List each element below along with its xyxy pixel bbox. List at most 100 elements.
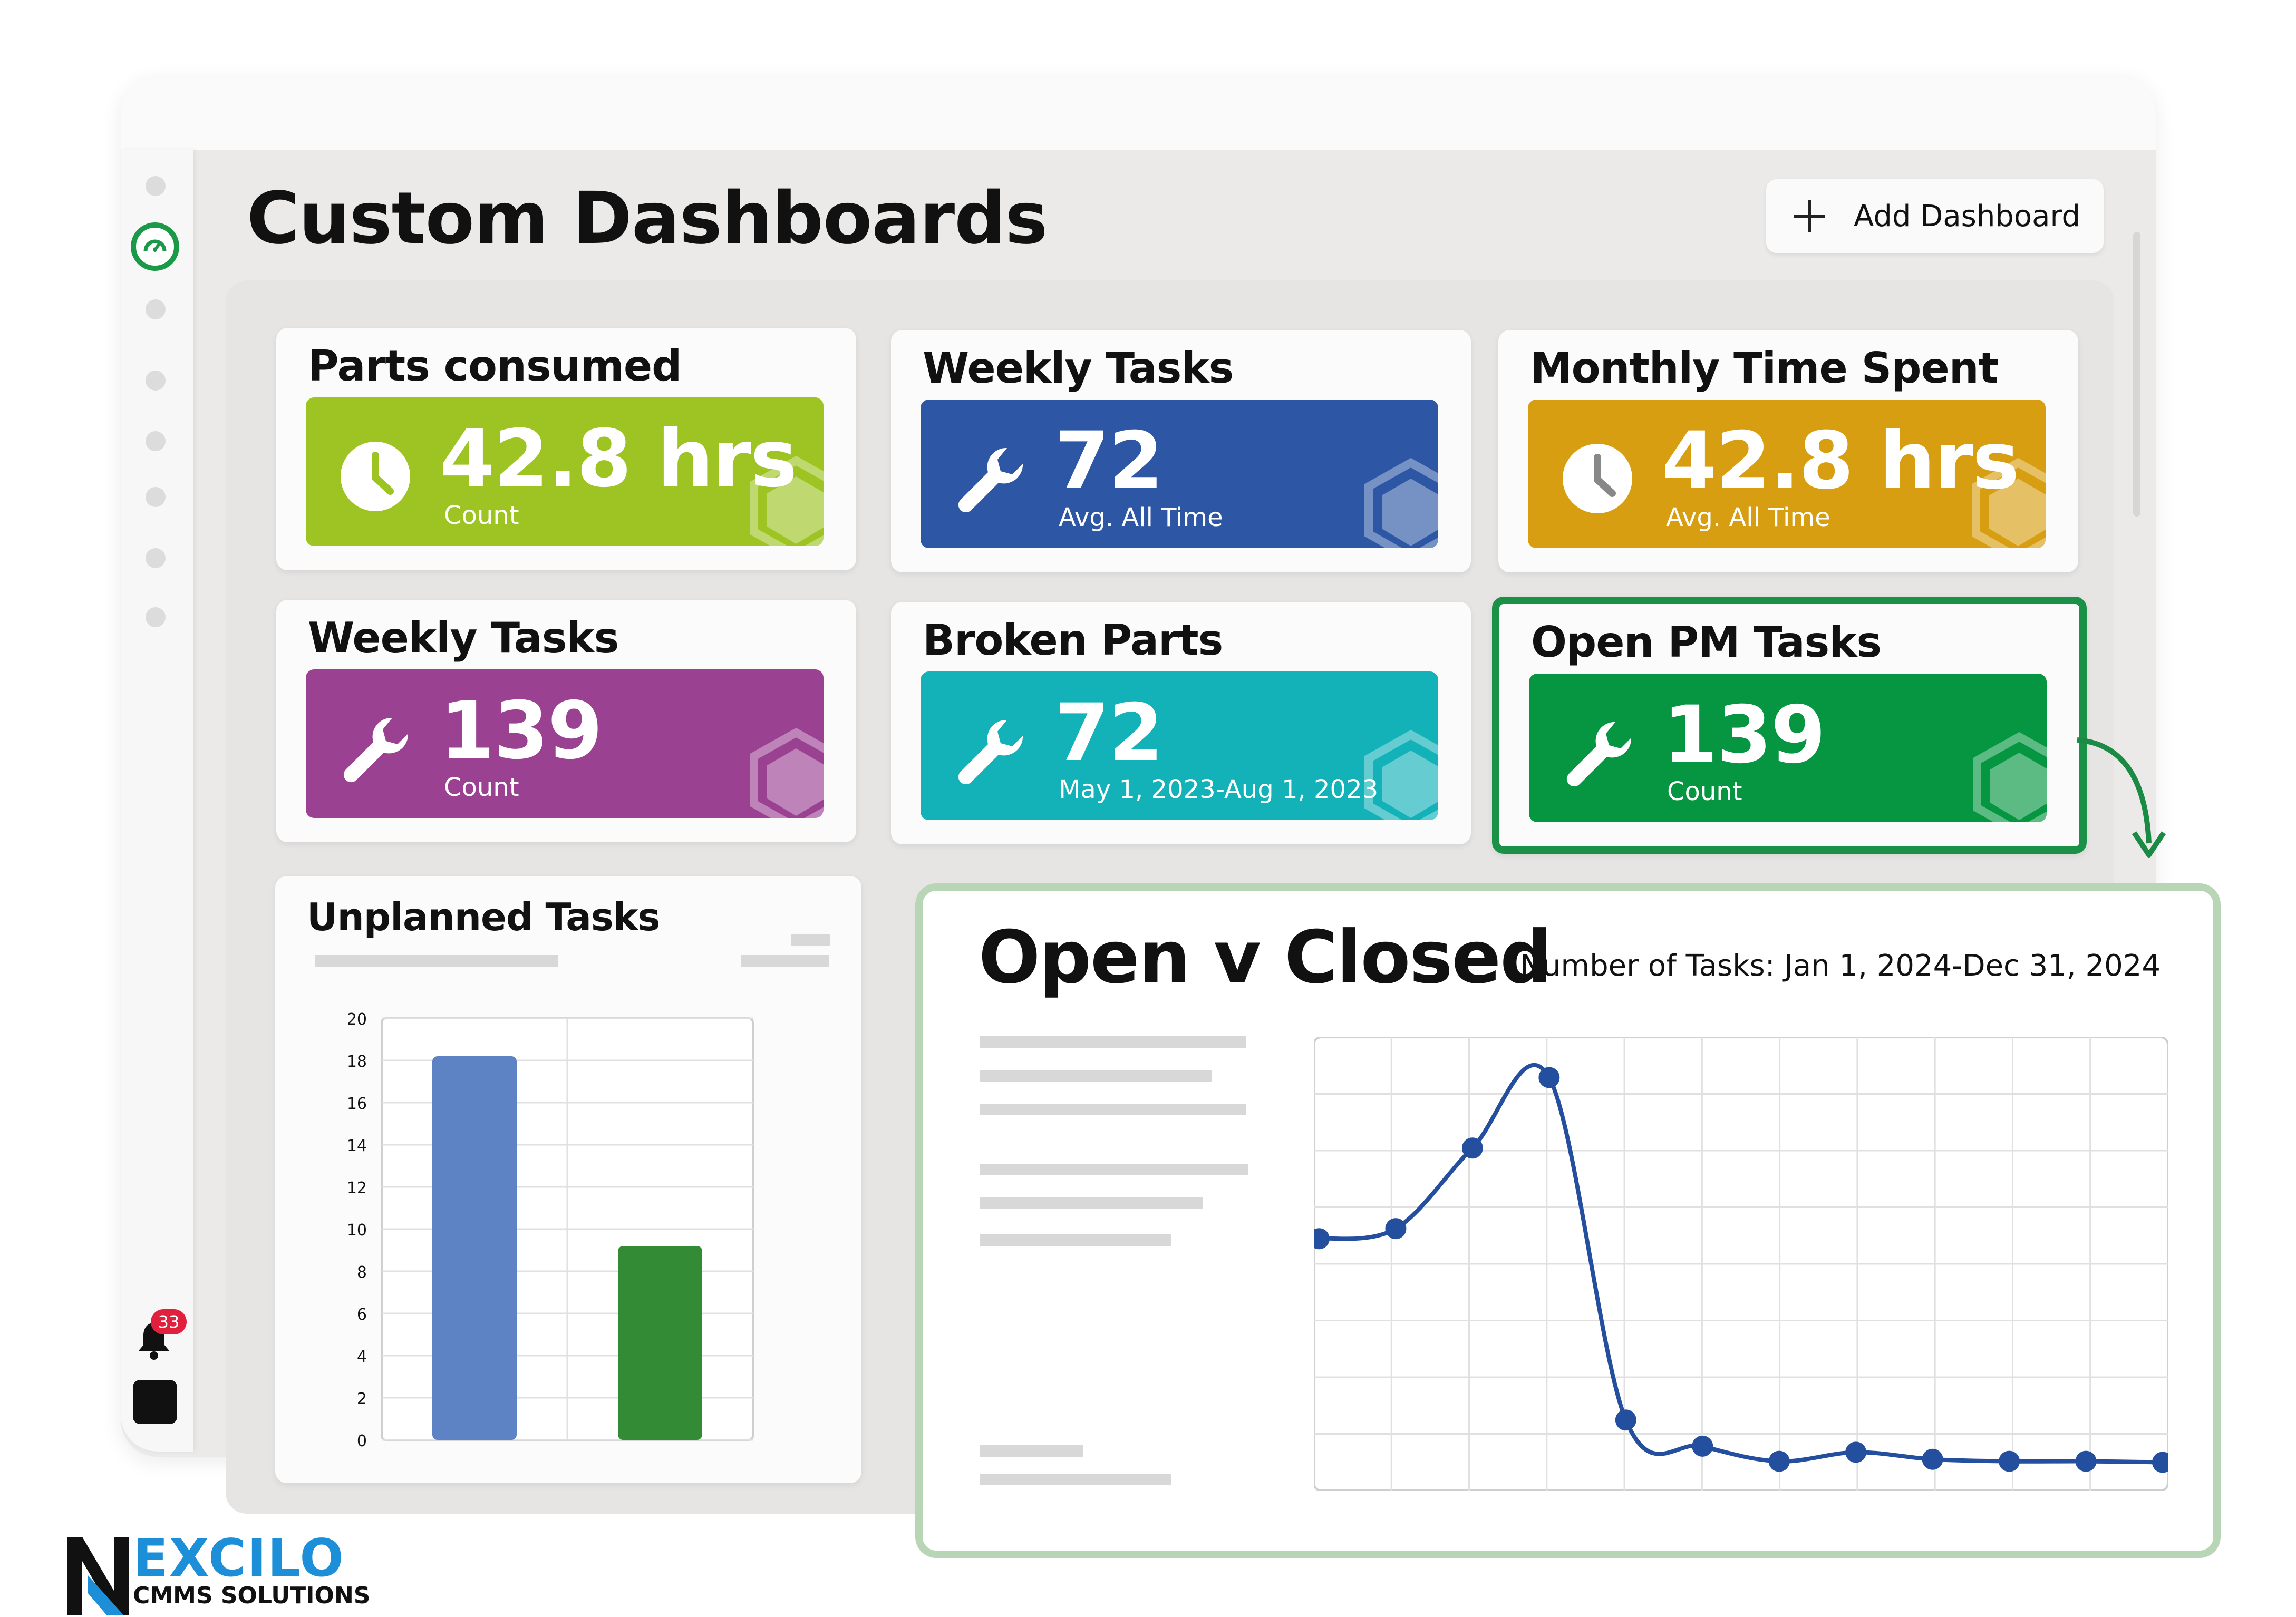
card-title: Parts consumed — [308, 342, 682, 391]
stat-tile: 139 Count — [1529, 674, 2047, 822]
stat-tile: 42.8 hrs Count — [306, 397, 824, 546]
data-point — [1385, 1218, 1407, 1240]
stat-caption: Count — [444, 773, 519, 802]
data-point — [1845, 1441, 1867, 1463]
placeholder-line — [315, 955, 558, 967]
y-tick-label: 12 — [347, 1179, 367, 1197]
page-title: Custom Dashboards — [247, 177, 1048, 260]
stat-value: 42.8 hrs — [1662, 415, 2019, 507]
y-tick-label: 0 — [357, 1432, 367, 1450]
placeholder-line — [980, 1474, 1171, 1485]
card-title: Weekly Tasks — [308, 613, 619, 663]
y-tick-label: 18 — [347, 1053, 367, 1071]
y-tick-label: 8 — [357, 1263, 367, 1282]
data-point — [1768, 1450, 1790, 1472]
y-tick-label: 10 — [347, 1221, 367, 1240]
wrench-icon — [958, 719, 1023, 785]
y-tick-label: 16 — [347, 1095, 367, 1113]
wrench-icon — [343, 717, 409, 783]
data-point — [1538, 1067, 1560, 1088]
open-v-closed-line-chart — [1314, 1037, 2168, 1491]
card-weekly-tasks-count[interactable]: Weekly Tasks 139 Count — [276, 600, 856, 842]
sidebar-item[interactable] — [146, 371, 166, 391]
nexcilo-logo — [61, 1527, 356, 1617]
wrench-icon — [958, 447, 1023, 513]
stat-tile: 42.8 hrs Avg. All Time — [1528, 400, 2046, 548]
y-tick-label: 14 — [347, 1137, 367, 1155]
hexagon-decoration-icon — [1364, 729, 1438, 820]
scrollbar[interactable] — [2133, 232, 2140, 517]
stat-tile: 139 Count — [306, 669, 824, 818]
data-point — [1922, 1448, 1943, 1470]
notification-badge: 33 — [151, 1309, 187, 1334]
sidebar-item-dashboard[interactable] — [131, 222, 179, 271]
stat-value: 72 — [1054, 687, 1164, 779]
sidebar-item[interactable] — [146, 607, 166, 627]
bar — [618, 1246, 702, 1440]
hexagon-decoration-icon — [1972, 457, 2046, 548]
chart-title: Unplanned Tasks — [307, 895, 660, 939]
add-dashboard-button[interactable]: Add Dashboard — [1766, 179, 2104, 253]
card-weekly-tasks-avg[interactable]: Weekly Tasks 72 Avg. All Time — [891, 330, 1471, 572]
logo-tagline: CMMS SOLUTIONS — [133, 1582, 371, 1609]
stat-caption: Count — [1667, 777, 1742, 806]
placeholder-line — [980, 1234, 1171, 1246]
card-title: Weekly Tasks — [923, 344, 1234, 393]
card-title: Broken Parts — [923, 616, 1223, 665]
stat-caption: Avg. All Time — [1666, 503, 1830, 532]
card-parts-consumed[interactable]: Parts consumed 42.8 hrs Count — [276, 328, 856, 570]
clock-icon — [1563, 444, 1632, 513]
bar — [432, 1056, 517, 1440]
logo-wordmark: EXCILO — [133, 1528, 345, 1589]
sidebar-item[interactable] — [146, 176, 166, 196]
y-tick-label: 4 — [357, 1348, 367, 1366]
sidebar-item[interactable] — [146, 431, 166, 451]
data-point — [2075, 1450, 2097, 1472]
add-dashboard-label: Add Dashboard — [1854, 199, 2081, 233]
y-tick-label: 2 — [357, 1390, 367, 1408]
card-title: Open PM Tasks — [1531, 618, 1882, 667]
unplanned-bar-chart: 0 2 4 6 8 10 12 14 16 18 20 — [347, 1010, 754, 1450]
unplanned-tasks-card[interactable]: Unplanned Tasks 0 2 4 6 8 10 12 14 16 18 20 — [275, 876, 861, 1483]
stat-caption: Count — [444, 501, 519, 530]
y-tick-label: 20 — [347, 1010, 367, 1029]
data-point — [1314, 1228, 1330, 1250]
sidebar-item[interactable] — [146, 487, 166, 507]
data-point — [1615, 1409, 1636, 1431]
wrench-icon — [1566, 722, 1632, 787]
data-point — [1999, 1450, 2020, 1472]
stat-tile: 72 May 1, 2023-Aug 1, 2023 — [921, 671, 1438, 820]
data-point — [2152, 1452, 2168, 1473]
stat-tile: 72 Avg. All Time — [921, 400, 1438, 548]
stat-value: 42.8 hrs — [440, 413, 797, 505]
clock-icon — [341, 442, 410, 511]
plus-icon — [1794, 200, 1825, 232]
card-monthly-time-spent[interactable]: Monthly Time Spent 42.8 hrs Avg. All Tim… — [1498, 330, 2078, 572]
sidebar-item[interactable] — [146, 299, 166, 319]
stat-caption: Avg. All Time — [1059, 503, 1223, 532]
placeholder-line — [980, 1036, 1246, 1048]
data-point — [1692, 1435, 1713, 1457]
chart-title: Open v Closed — [979, 915, 1552, 1000]
card-title: Monthly Time Spent — [1530, 344, 1999, 393]
placeholder-line — [980, 1164, 1248, 1175]
stat-value: 139 — [1663, 689, 1826, 781]
sidebar — [121, 150, 193, 1452]
hexagon-decoration-icon — [750, 455, 824, 546]
hexagon-decoration-icon — [1364, 457, 1438, 548]
window-titlebar — [121, 76, 2156, 150]
placeholder-line — [980, 1104, 1246, 1115]
dashboard-gauge-icon — [143, 239, 167, 252]
user-avatar[interactable] — [133, 1380, 177, 1424]
sidebar-item[interactable] — [146, 548, 166, 568]
placeholder-line — [980, 1197, 1203, 1209]
card-open-pm-tasks[interactable]: Open PM Tasks 139 Count — [1492, 597, 2087, 854]
placeholder-line — [741, 955, 829, 967]
stat-value: 139 — [440, 685, 603, 777]
card-broken-parts[interactable]: Broken Parts 72 May 1, 2023-Aug 1, 2023 — [891, 602, 1471, 844]
curved-arrow-icon — [2077, 737, 2166, 858]
hexagon-decoration-icon — [1973, 732, 2047, 822]
placeholder-line — [980, 1445, 1083, 1457]
placeholder-line — [980, 1070, 1212, 1082]
open-v-closed-card[interactable]: Open v Closed Number of Tasks: Jan 1, 20… — [915, 883, 2221, 1558]
